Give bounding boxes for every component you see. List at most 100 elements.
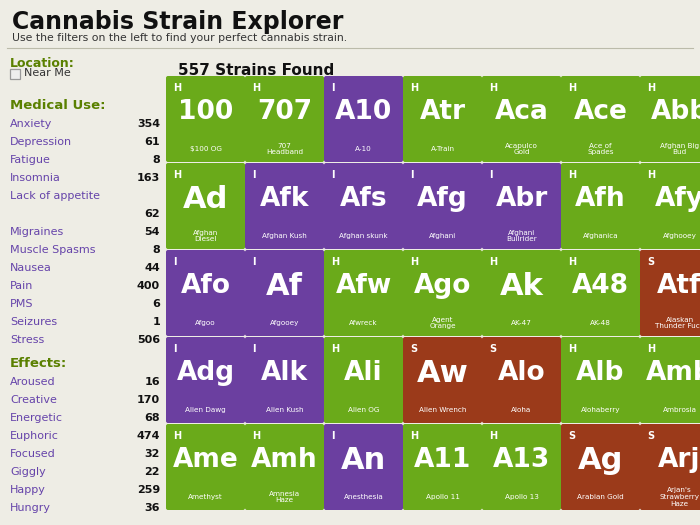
- FancyBboxPatch shape: [10, 69, 20, 79]
- Text: Afh: Afh: [575, 186, 626, 213]
- Text: 16: 16: [144, 377, 160, 387]
- Text: I: I: [331, 431, 335, 441]
- Text: Migraines: Migraines: [10, 227, 64, 237]
- Text: Aroused: Aroused: [10, 377, 55, 387]
- Text: S: S: [489, 344, 496, 354]
- Text: Hungry: Hungry: [10, 503, 51, 513]
- Text: Location:: Location:: [10, 57, 75, 70]
- Text: S: S: [410, 344, 417, 354]
- Text: Amnesia
Haze: Amnesia Haze: [269, 491, 300, 503]
- FancyBboxPatch shape: [166, 337, 245, 423]
- FancyBboxPatch shape: [245, 163, 324, 249]
- Text: H: H: [252, 83, 260, 93]
- FancyBboxPatch shape: [403, 337, 482, 423]
- Text: Aca: Aca: [495, 99, 548, 125]
- Text: H: H: [489, 431, 497, 441]
- FancyBboxPatch shape: [403, 163, 482, 249]
- Text: H: H: [173, 83, 181, 93]
- Text: Ace: Ace: [573, 99, 627, 125]
- FancyBboxPatch shape: [482, 424, 561, 510]
- Text: Anxiety: Anxiety: [10, 119, 52, 129]
- FancyBboxPatch shape: [561, 163, 640, 249]
- Text: 62: 62: [144, 209, 160, 219]
- Text: H: H: [331, 344, 339, 354]
- Text: $100 OG: $100 OG: [190, 146, 221, 152]
- FancyBboxPatch shape: [324, 250, 403, 336]
- Text: 36: 36: [144, 503, 160, 513]
- Text: Insomnia: Insomnia: [10, 173, 61, 183]
- Text: I: I: [252, 170, 256, 180]
- Text: A48: A48: [572, 274, 629, 299]
- Text: 6: 6: [152, 299, 160, 309]
- FancyBboxPatch shape: [482, 337, 561, 423]
- Text: Alo: Alo: [498, 361, 545, 386]
- Text: Cannabis Strain Explorer: Cannabis Strain Explorer: [12, 10, 344, 34]
- Text: Amethyst: Amethyst: [188, 494, 223, 500]
- FancyBboxPatch shape: [482, 76, 561, 162]
- Text: Abr: Abr: [496, 186, 547, 213]
- Text: H: H: [647, 344, 655, 354]
- Text: Afghan Kush: Afghan Kush: [262, 233, 307, 239]
- Text: 8: 8: [153, 245, 160, 255]
- Text: Abb: Abb: [650, 99, 700, 125]
- Text: Effects:: Effects:: [10, 357, 67, 370]
- Text: H: H: [568, 257, 576, 267]
- Text: 61: 61: [144, 137, 160, 147]
- Text: H: H: [489, 83, 497, 93]
- Text: Alien Kush: Alien Kush: [266, 407, 303, 413]
- FancyBboxPatch shape: [403, 250, 482, 336]
- Text: H: H: [647, 83, 655, 93]
- Text: 557 Strains Found: 557 Strains Found: [178, 63, 335, 78]
- Text: H: H: [568, 344, 576, 354]
- FancyBboxPatch shape: [482, 163, 561, 249]
- Text: 1: 1: [153, 317, 160, 327]
- Text: Afwreck: Afwreck: [349, 320, 378, 326]
- Text: 400: 400: [137, 281, 160, 291]
- Text: 259: 259: [136, 485, 160, 495]
- Text: Ag: Ag: [578, 446, 623, 475]
- Text: H: H: [568, 83, 576, 93]
- Text: Afghani
Bullrider: Afghani Bullrider: [506, 229, 537, 243]
- Text: Use the filters on the left to find your perfect cannabis strain.: Use the filters on the left to find your…: [12, 33, 347, 43]
- Text: 707
Headband: 707 Headband: [266, 143, 303, 155]
- Text: An: An: [341, 446, 386, 475]
- Text: Near Me: Near Me: [24, 68, 71, 78]
- Text: Alb: Alb: [576, 361, 624, 386]
- FancyBboxPatch shape: [403, 424, 482, 510]
- FancyBboxPatch shape: [561, 337, 640, 423]
- FancyBboxPatch shape: [561, 76, 640, 162]
- Text: Ak: Ak: [500, 272, 543, 301]
- Text: Alaskan
Thunder Fuck: Alaskan Thunder Fuck: [655, 317, 700, 329]
- Text: Anesthesia: Anesthesia: [344, 494, 384, 500]
- Text: Seizures: Seizures: [10, 317, 57, 327]
- Text: Afghan Big
Bud: Afghan Big Bud: [660, 143, 699, 155]
- FancyBboxPatch shape: [561, 424, 640, 510]
- Text: AK-47: AK-47: [511, 320, 532, 326]
- Text: Af: Af: [266, 272, 303, 301]
- FancyBboxPatch shape: [166, 163, 245, 249]
- Text: Afghooey: Afghooey: [663, 233, 696, 239]
- Text: Alohaberry: Alohaberry: [581, 407, 620, 413]
- Text: Aw: Aw: [416, 359, 468, 388]
- Text: Alien Wrench: Alien Wrench: [419, 407, 466, 413]
- Text: 22: 22: [144, 467, 160, 477]
- Text: H: H: [410, 83, 418, 93]
- Text: Aloha: Aloha: [512, 407, 531, 413]
- Text: H: H: [252, 431, 260, 441]
- FancyBboxPatch shape: [640, 337, 700, 423]
- Text: I: I: [489, 170, 493, 180]
- FancyBboxPatch shape: [324, 337, 403, 423]
- Text: Afghani: Afghani: [429, 233, 456, 239]
- Text: Ace of
Spades: Ace of Spades: [587, 143, 614, 155]
- Text: Afo: Afo: [181, 274, 230, 299]
- Text: Arabian Gold: Arabian Gold: [577, 494, 624, 500]
- Text: S: S: [647, 431, 654, 441]
- FancyBboxPatch shape: [166, 76, 245, 162]
- FancyBboxPatch shape: [166, 250, 245, 336]
- Text: H: H: [173, 431, 181, 441]
- Text: Agent
Orange: Agent Orange: [429, 317, 456, 329]
- FancyBboxPatch shape: [640, 250, 700, 336]
- Text: Afs: Afs: [340, 186, 387, 213]
- FancyBboxPatch shape: [640, 163, 700, 249]
- Text: Amh: Amh: [251, 447, 318, 474]
